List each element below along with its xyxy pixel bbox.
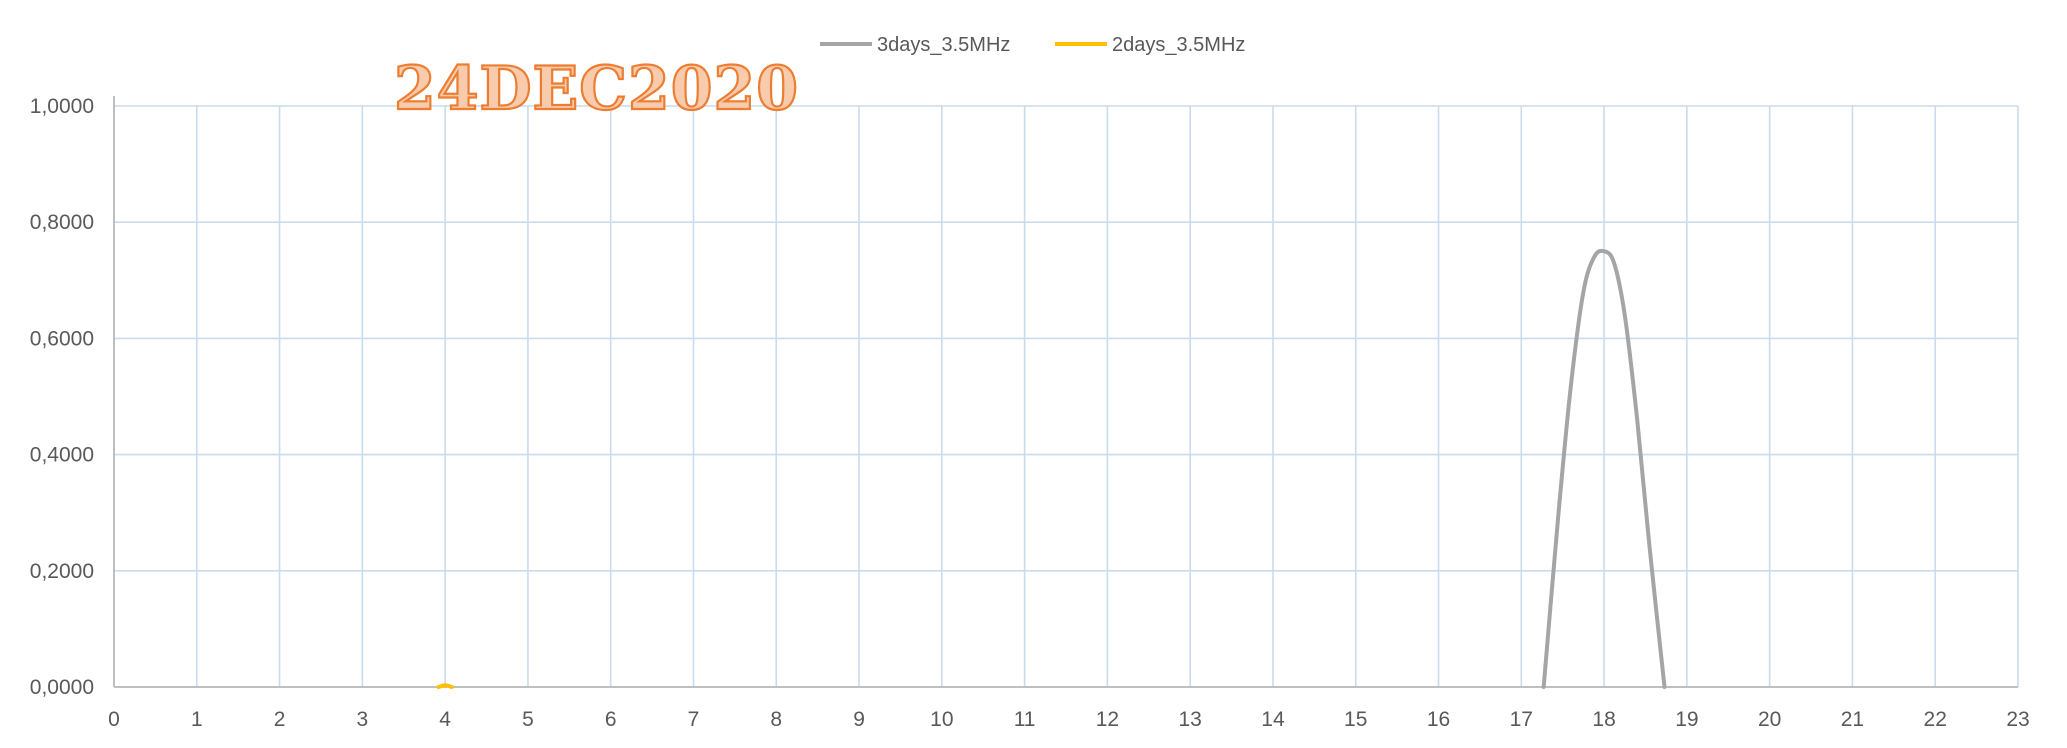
x-tick-label: 6: [605, 708, 617, 731]
x-tick-label: 2: [274, 708, 286, 731]
x-tick-label: 19: [1675, 708, 1698, 731]
x-tick-label: 1: [191, 708, 203, 731]
x-tick-label: 15: [1344, 708, 1367, 731]
x-tick-label: 12: [1096, 708, 1119, 731]
x-tick-label: 22: [1924, 708, 1947, 731]
x-tick-label: 9: [853, 708, 865, 731]
y-tick-label: 0,0000: [30, 676, 94, 699]
x-tick-label: 4: [439, 708, 451, 731]
x-tick-label: 16: [1427, 708, 1450, 731]
y-tick-label: 1,0000: [30, 95, 94, 118]
x-tick-label: 10: [930, 708, 953, 731]
x-tick-label: 17: [1510, 708, 1533, 731]
legend-label: 3days_3.5MHz: [877, 34, 1010, 56]
y-tick-label: 0,8000: [30, 211, 94, 234]
series-lines: [436, 248, 1667, 689]
x-tick-label: 11: [1014, 708, 1036, 731]
series-line-0: [1541, 248, 1667, 689]
x-tick-label: 13: [1178, 708, 1201, 731]
date-stamp-text: 24DEC2020: [394, 54, 799, 124]
x-tick-label: 20: [1758, 708, 1781, 731]
x-tick-label: 21: [1841, 708, 1864, 731]
legend: 3days_3.5MHz 2days_3.5MHz: [820, 34, 1245, 56]
x-tick-label: 14: [1261, 708, 1285, 731]
x-tick-label: 7: [688, 708, 700, 731]
series-line-1: [436, 683, 454, 689]
x-tick-label: 8: [770, 708, 782, 731]
x-tick-label: 23: [2006, 708, 2029, 731]
x-tick-label: 5: [522, 708, 534, 731]
y-axis-ticks: 0,0000 0,2000 0,4000 0,6000 0,8000 1,0000: [30, 95, 94, 699]
y-tick-label: 0,6000: [30, 327, 94, 350]
x-axis-ticks: 0 1 2 3 4 5 6 7 8 9 10 11 12 13 14 15 16 17 18 19 20 21 22 23: [108, 708, 2030, 731]
gridlines: [114, 105, 2019, 687]
x-tick-label: 3: [357, 708, 369, 731]
x-tick-label: 18: [1592, 708, 1615, 731]
x-tick-label: 0: [108, 708, 120, 731]
y-tick-label: 0,2000: [30, 560, 94, 583]
legend-label: 2days_3.5MHz: [1112, 34, 1245, 56]
y-tick-label: 0,4000: [30, 444, 94, 467]
axes: [113, 96, 2018, 688]
